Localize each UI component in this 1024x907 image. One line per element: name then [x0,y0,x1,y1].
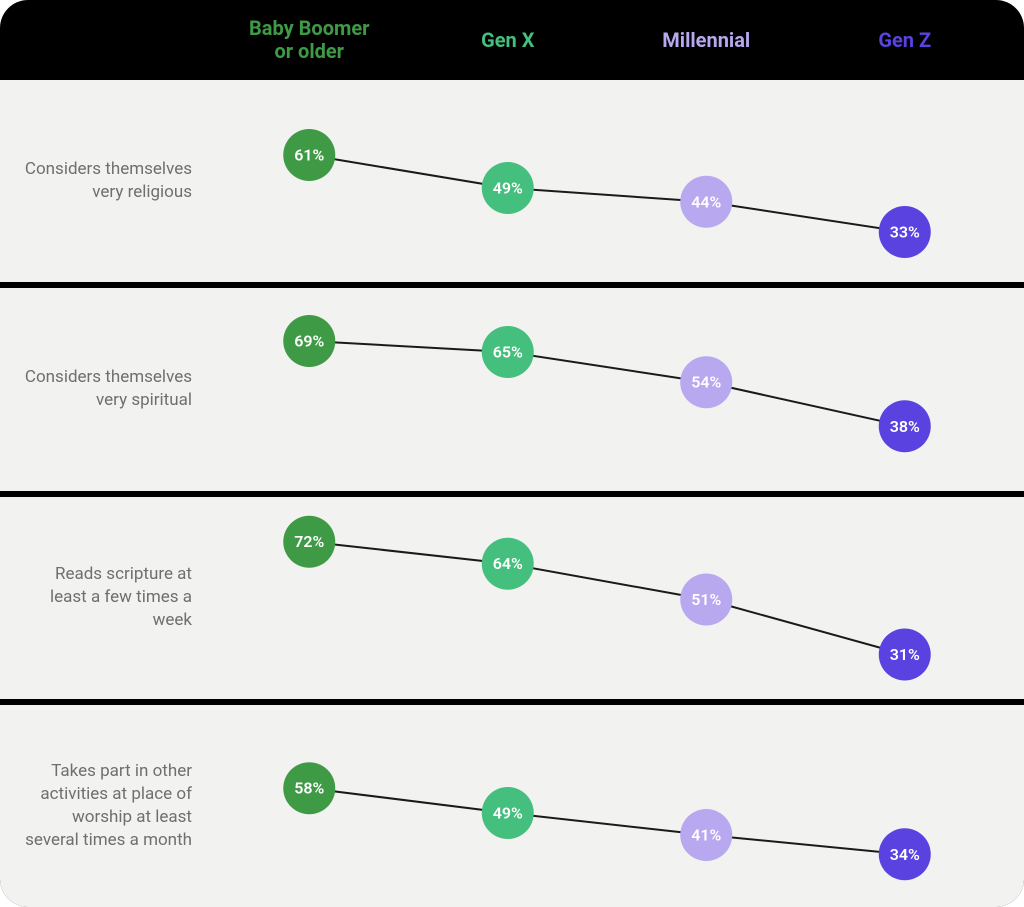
row-label: Reads scripture at least a few times a w… [0,497,210,699]
data-point-boomer: 61% [283,129,335,181]
chart-frame: Baby Boomer or older Gen X Millennial Gen Z… [0,0,1024,907]
connector-line [309,788,905,854]
data-point-boomer: 72% [283,515,335,567]
data-dot-label: 58% [294,778,324,797]
data-point-genx: 65% [482,326,534,378]
data-dot-label: 38% [890,417,920,436]
data-point-millennial: 41% [680,809,732,861]
data-point-millennial: 54% [680,356,732,408]
row-chart: 69% 65% 54% 38% [210,288,1004,490]
header-col-genz: Gen Z [806,17,1005,63]
connector-line [309,341,905,426]
data-dot-label: 61% [294,145,324,164]
chart-row: Considers themselves very religious 61% 49… [0,80,1024,282]
row-svg: 72% 64% 51% 31% [210,497,1004,699]
row-chart: 72% 64% 51% 31% [210,497,1004,699]
header-row: Baby Boomer or older Gen X Millennial Gen Z [0,0,1024,80]
row-svg: 58% 49% 41% 34% [210,705,1004,907]
row-label-text: Reads scripture at least a few times a w… [24,563,192,632]
header-col-genx: Gen X [409,17,608,63]
data-dot-label: 44% [691,192,721,211]
header-columns: Baby Boomer or older Gen X Millennial Gen Z [210,17,1004,63]
data-point-genz: 34% [879,828,931,880]
data-dot-label: 72% [294,532,324,551]
data-dot-label: 41% [691,825,721,844]
data-dot-label: 51% [691,590,721,609]
row-chart: 58% 49% 41% 34% [210,705,1004,907]
row-label: Considers themselves very religious [0,80,210,282]
header-label: Millennial [662,29,750,52]
data-point-genz: 38% [879,401,931,453]
data-dot-label: 49% [493,179,523,198]
row-label-text: Considers themselves very religious [24,158,192,204]
data-dot-label: 69% [294,332,324,351]
data-point-genx: 64% [482,537,534,589]
header-label: Gen X [481,29,534,52]
data-point-genx: 49% [482,787,534,839]
data-dot-label: 64% [493,554,523,573]
header-col-millennial: Millennial [607,17,806,63]
data-dot-label: 31% [890,645,920,664]
header-col-boomer: Baby Boomer or older [210,17,409,63]
header-label: Baby Boomer or older [249,17,369,63]
row-label-text: Considers themselves very spiritual [24,366,192,412]
data-dot-label: 49% [493,803,523,822]
chart-row: Considers themselves very spiritual 69% 65… [0,288,1024,490]
header-label: Gen Z [878,29,931,52]
row-chart: 61% 49% 44% 33% [210,80,1004,282]
data-point-genz: 31% [879,628,931,680]
data-point-boomer: 69% [283,315,335,367]
data-dot-label: 54% [691,373,721,392]
data-dot-label: 65% [493,343,523,362]
data-point-millennial: 51% [680,573,732,625]
data-point-genx: 49% [482,162,534,214]
data-point-millennial: 44% [680,176,732,228]
data-dot-label: 34% [890,845,920,864]
row-label: Considers themselves very spiritual [0,288,210,490]
chart-row: Reads scripture at least a few times a w… [0,497,1024,699]
data-point-boomer: 58% [283,762,335,814]
row-svg: 69% 65% 54% 38% [210,288,1004,490]
data-point-genz: 33% [879,206,931,258]
connector-line [309,155,905,232]
row-label-text: Takes part in other activities at place … [24,760,192,852]
connector-line [309,541,905,654]
row-svg: 61% 49% 44% 33% [210,80,1004,282]
data-dot-label: 33% [890,223,920,242]
chart-row: Takes part in other activities at place … [0,705,1024,907]
row-label: Takes part in other activities at place … [0,705,210,907]
chart-rows: Considers themselves very religious 61% 49… [0,80,1024,907]
